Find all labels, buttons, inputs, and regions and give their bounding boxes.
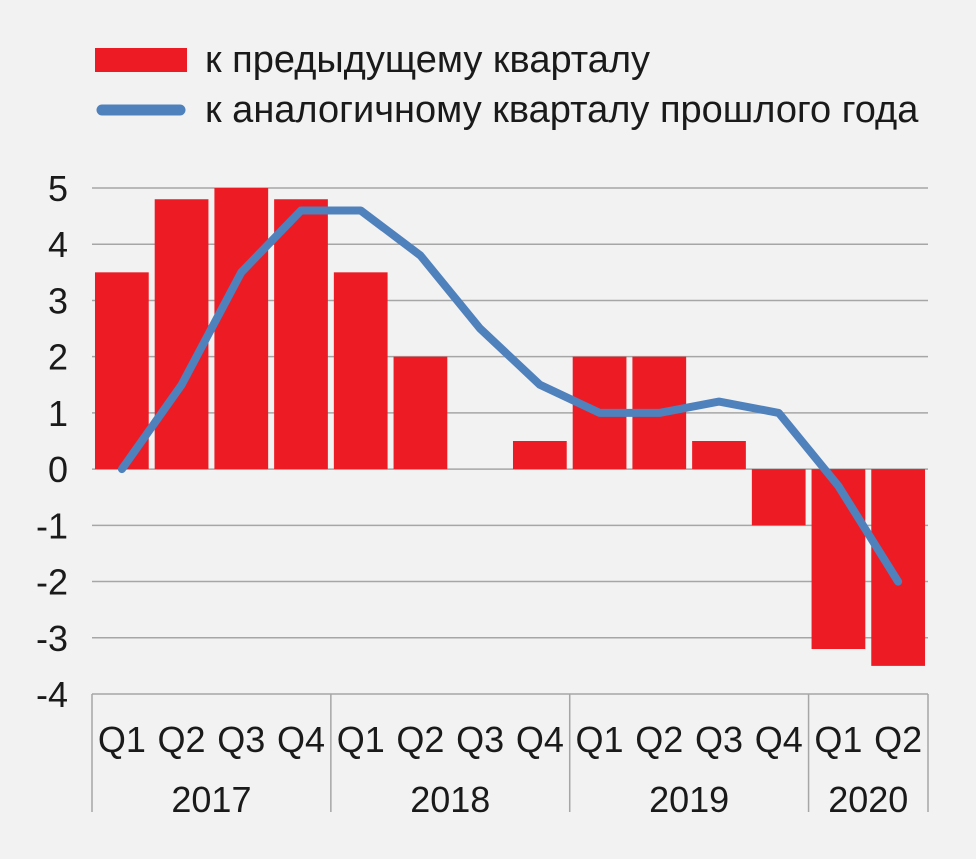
x-tick-label: Q3 <box>217 719 265 760</box>
x-group-label: 2020 <box>828 779 908 820</box>
x-tick-label: Q1 <box>337 719 385 760</box>
bar <box>394 357 448 469</box>
y-tick-label: -4 <box>36 674 68 715</box>
x-group-label: 2018 <box>410 779 490 820</box>
bar <box>274 199 328 469</box>
bar <box>334 272 388 469</box>
bars <box>95 188 925 666</box>
x-tick-label: Q4 <box>277 719 325 760</box>
legend-label-bar: к предыдущему кварталу <box>205 39 650 81</box>
y-tick-label: -2 <box>36 562 68 603</box>
x-tick-label: Q3 <box>456 719 504 760</box>
bar <box>692 441 746 469</box>
y-tick-label: -3 <box>36 618 68 659</box>
y-tick-label: 5 <box>48 168 68 209</box>
x-tick-label: Q1 <box>98 719 146 760</box>
x-group-label: 2019 <box>649 779 729 820</box>
bar <box>812 469 866 649</box>
bar <box>214 188 268 469</box>
x-tick-label: Q3 <box>695 719 743 760</box>
x-tick-label: Q1 <box>576 719 624 760</box>
x-tick-label: Q4 <box>516 719 564 760</box>
legend-label-line: к аналогичному кварталу прошлого года <box>205 89 919 131</box>
bar <box>155 199 209 469</box>
x-tick-label: Q1 <box>814 719 862 760</box>
y-axis: 5 4 3 2 1 0 -1 -2 -3 -4 <box>36 168 68 715</box>
x-tick-label: Q2 <box>874 719 922 760</box>
legend: к предыдущему кварталу к аналогичному кв… <box>95 39 919 131</box>
y-tick-label: -1 <box>36 505 68 546</box>
y-tick-label: 1 <box>48 393 68 434</box>
y-tick-label: 3 <box>48 280 68 321</box>
x-group-label: 2017 <box>171 779 251 820</box>
y-tick-label: 4 <box>48 224 68 265</box>
bar <box>752 469 806 525</box>
legend-swatch-bar <box>95 48 187 72</box>
x-tick-label: Q2 <box>635 719 683 760</box>
x-tick-label: Q4 <box>755 719 803 760</box>
bar <box>871 469 925 666</box>
y-tick-label: 0 <box>48 449 68 490</box>
bar <box>513 441 567 469</box>
x-axis: Q1 Q2 Q3 Q4 Q1 Q2 Q3 Q4 Q1 Q2 Q3 Q4 Q1 Q2 2017 2018 2019… <box>92 694 928 820</box>
x-tick-label: Q2 <box>396 719 444 760</box>
y-tick-label: 2 <box>48 337 68 378</box>
x-tick-label: Q2 <box>158 719 206 760</box>
